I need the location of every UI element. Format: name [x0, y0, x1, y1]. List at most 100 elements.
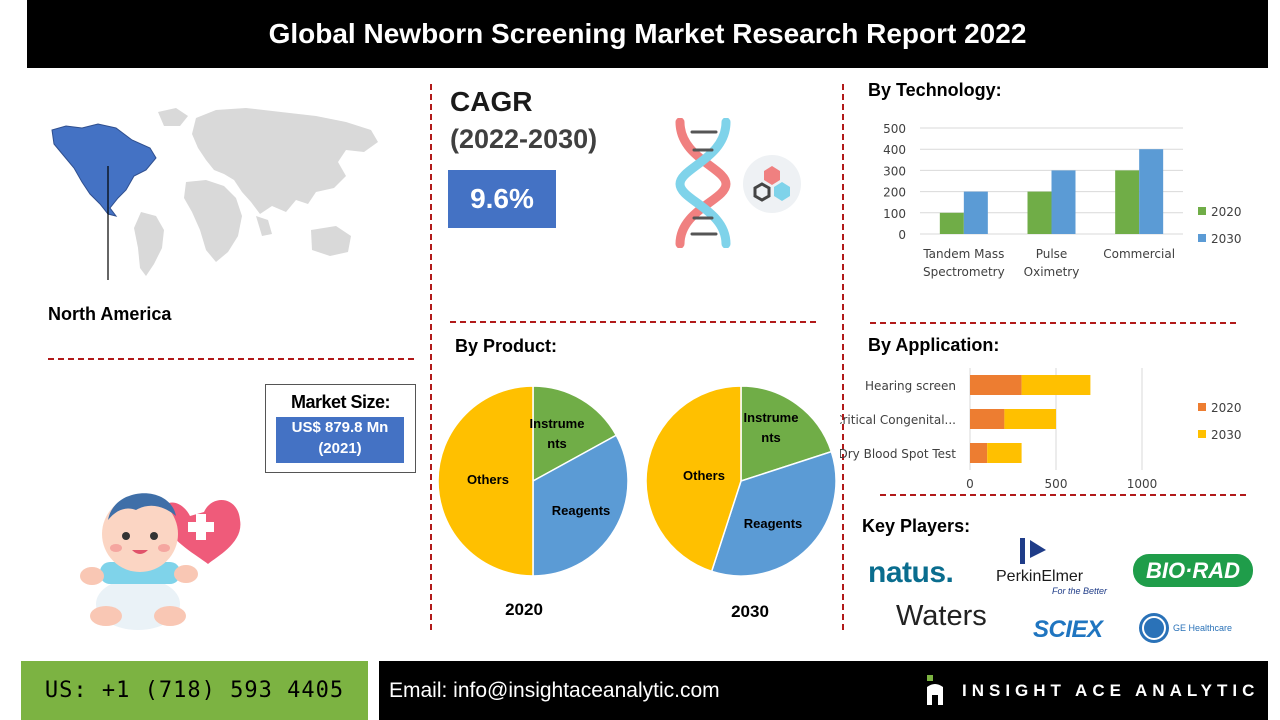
- pie-2020-year: 2020: [505, 600, 543, 619]
- pie-2030-slice-reagents: [710, 450, 837, 577]
- tech-y-tick-label: 200: [883, 186, 906, 200]
- ge-monogram-icon: [1139, 613, 1169, 643]
- market-size-value: US$ 879.8 Mn (2021): [276, 417, 404, 463]
- market-size-amount: US$ 879.8 Mn: [291, 419, 389, 436]
- tech-x-tick-label: Commercial: [1103, 247, 1175, 261]
- page-title-text: Global Newborn Screening Market Research…: [268, 18, 1027, 49]
- pie-2020-label-others: Others: [467, 472, 509, 487]
- tech-y-tick-label: 400: [883, 143, 906, 157]
- cagr-label: CAGR: [450, 86, 533, 117]
- tech-bar-2020-1: [1027, 191, 1052, 234]
- baby-illustration: [80, 493, 241, 630]
- divider-right-bottom: [880, 494, 1246, 496]
- pie-2030-label-instruments: Instrume nts: [740, 408, 802, 448]
- tech-x-tick-label: Tandem Mass: [922, 247, 1004, 261]
- tech-y-tick-label: 300: [883, 164, 906, 178]
- footer-email[interactable]: Email: info@insightaceanalytic.com: [389, 679, 720, 702]
- tech-bar-2030-2: [1139, 149, 1164, 234]
- divider-vertical-left: [430, 84, 432, 630]
- pie-2020-label-instruments-line2: nts: [547, 436, 567, 451]
- tech-y-tick-label: 500: [883, 122, 906, 136]
- market-size-box: Market Size: US$ 879.8 Mn (2021): [265, 384, 416, 473]
- world-map: [51, 108, 378, 280]
- app-legend-label-2020: 2020: [1211, 401, 1242, 415]
- dna-icon: [675, 118, 731, 248]
- technology-title: By Technology:: [868, 80, 1002, 100]
- app-bar-2020-2: [970, 443, 988, 463]
- pie-2030-slice-instruments: [740, 385, 833, 483]
- app-legend-swatch-2030: [1198, 430, 1206, 438]
- market-size-label: Market Size:: [290, 392, 391, 412]
- app-bar-2030-0: [1021, 375, 1091, 395]
- tech-y-tick-label: 0: [898, 228, 906, 242]
- tech-bar-2030-0: [963, 191, 988, 234]
- application-bar-chart: 0 500 1000 Hearing screen Critical Congenita…: [840, 368, 1242, 491]
- footer-brand: INSIGHT ACE ANALYTIC: [962, 681, 1260, 700]
- product-pie-2020: [437, 385, 629, 577]
- technology-bar-chart: 0 100 200 300 400 500 Tandem Mass Spectrometry P…: [883, 122, 1242, 279]
- perkinelmer-logo: PerkinElmer: [996, 568, 1084, 585]
- pie-2030-label-instruments-line2: nts: [761, 430, 781, 445]
- app-y-tick-label: Dry Blood Spot Test: [840, 447, 956, 461]
- tech-bar-2030-1: [1051, 170, 1076, 234]
- north-america-shape: [51, 123, 157, 217]
- tech-x-tick-label: Spectrometry: [923, 265, 1005, 279]
- molecule-icon: [743, 155, 801, 213]
- pie-2020-slice-others: [437, 385, 534, 577]
- tech-y-tick-label: 100: [883, 207, 906, 221]
- tech-x-tick-label: Pulse: [1036, 247, 1068, 261]
- product-pie-2030: [645, 385, 837, 577]
- pie-2020-label-instruments-line1: Instrume: [529, 416, 585, 431]
- biorad-logo-text: BIO·RAD: [1145, 557, 1241, 583]
- pie-2030-label-others: Others: [683, 468, 725, 483]
- divider-left: [48, 358, 414, 360]
- product-title: By Product:: [455, 336, 558, 356]
- tech-legend-label-2030: 2030: [1211, 232, 1242, 246]
- app-legend-swatch-2020: [1198, 403, 1206, 411]
- app-x-tick-label: 0: [966, 477, 974, 491]
- footer-phone: US: +1 (718) 593 4405: [21, 661, 368, 720]
- tech-bar-2020-0: [939, 212, 964, 234]
- app-legend-label-2030: 2030: [1211, 428, 1242, 442]
- app-x-tick-label: 1000: [1127, 477, 1158, 491]
- biorad-logo: BIO·RAD: [1133, 554, 1253, 587]
- app-x-tick-label: 500: [1045, 477, 1068, 491]
- market-size-year: (2021): [318, 440, 362, 457]
- sciex-logo: SCIEX: [1033, 616, 1103, 643]
- players-title: Key Players:: [862, 516, 971, 536]
- pie-2020-slice-instruments: [532, 385, 618, 483]
- app-y-tick-label: Critical Congenital...: [840, 413, 956, 427]
- cagr-period: (2022-2030): [450, 124, 598, 154]
- application-title: By Application:: [868, 335, 1000, 355]
- cagr-value: 9.6%: [448, 170, 556, 228]
- tech-x-tick-label: Oximetry: [1024, 265, 1080, 279]
- app-bar-2030-2: [987, 443, 1022, 463]
- pie-2030-label-instruments-line1: Instrume: [743, 410, 799, 425]
- divider-middle: [450, 321, 816, 323]
- page-title: Global Newborn Screening Market Research…: [27, 0, 1268, 68]
- natus-logo: natus.: [868, 556, 954, 589]
- insight-ace-logo-icon: [927, 675, 943, 705]
- footer-phone-text[interactable]: US: +1 (718) 593 4405: [44, 678, 345, 703]
- pie-2030-slice-others: [645, 385, 742, 573]
- tech-legend-swatch-2030: [1198, 234, 1206, 242]
- app-y-tick-label: Hearing screen: [865, 379, 956, 393]
- pie-2020-label-reagents: Reagents: [551, 503, 611, 518]
- app-bar-2030-1: [1004, 409, 1056, 429]
- divider-vertical-right: [842, 84, 844, 630]
- perkinelmer-mark-icon: [1016, 536, 1056, 566]
- app-bar-2020-0: [970, 375, 1022, 395]
- pie-2030-year: 2030: [731, 602, 769, 621]
- app-bar-2020-1: [970, 409, 1005, 429]
- pie-2020-slice-reagents: [532, 434, 629, 577]
- region-label: North America: [48, 304, 172, 324]
- divider-right-top: [870, 322, 1236, 324]
- footer-contact-bar: Email: info@insightaceanalytic.com INSIG…: [379, 661, 1268, 720]
- pie-2020-label-instruments: Instrume nts: [526, 414, 588, 454]
- pie-2030-label-reagents: Reagents: [743, 516, 803, 531]
- waters-logo: Waters: [896, 600, 987, 632]
- ge-healthcare-logo: GE Healthcare: [1173, 623, 1233, 633]
- tech-bar-2020-2: [1115, 170, 1140, 234]
- tech-legend-label-2020: 2020: [1211, 205, 1242, 219]
- tech-legend-swatch-2020: [1198, 207, 1206, 215]
